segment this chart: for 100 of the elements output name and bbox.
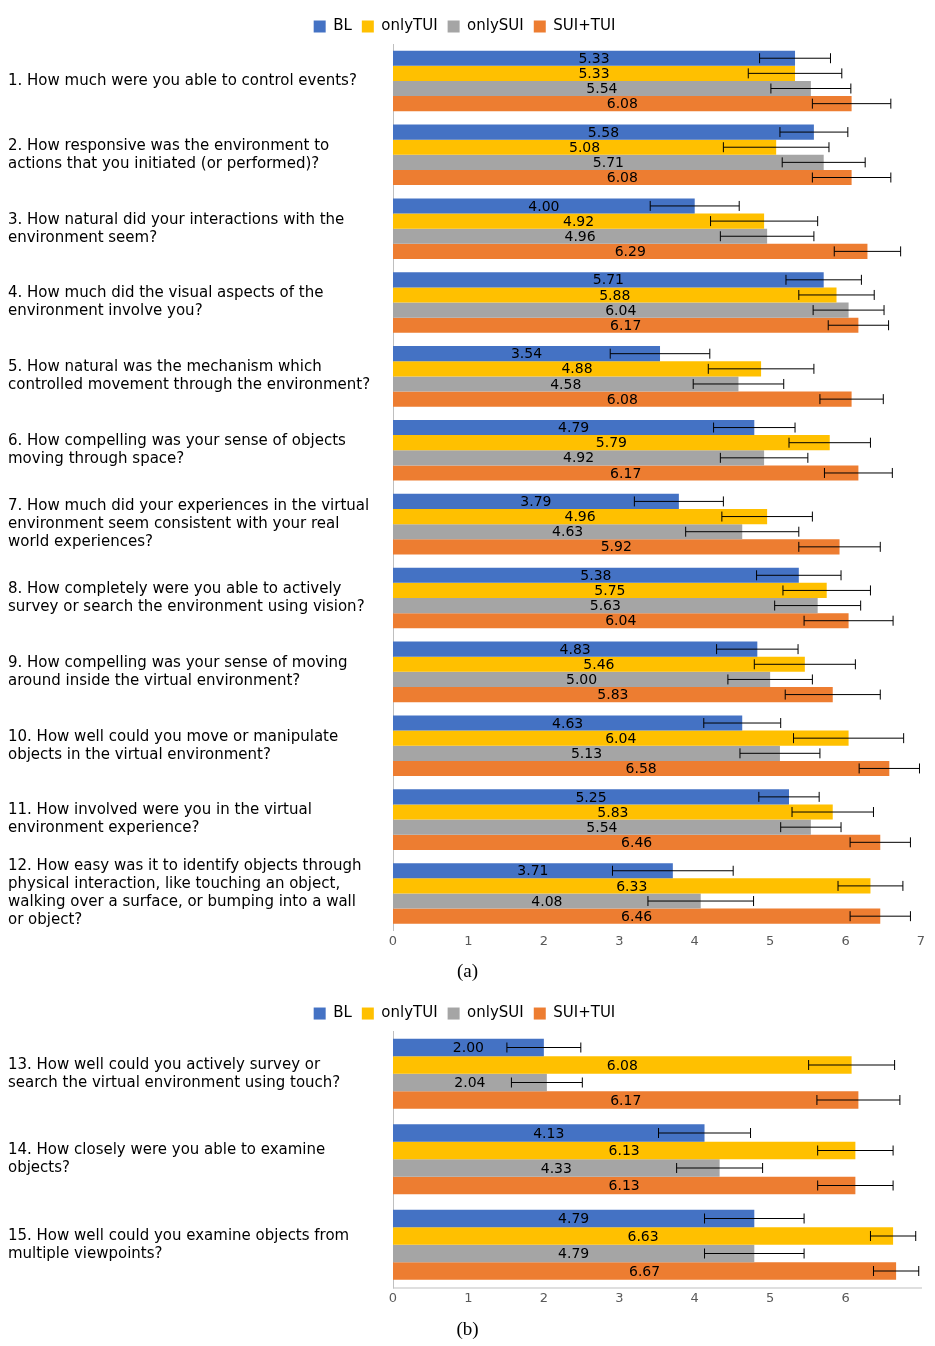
bar — [393, 376, 739, 392]
data-label: 5.33 — [578, 49, 610, 66]
bar — [393, 1244, 755, 1263]
bar — [393, 1124, 705, 1142]
data-label: 5.71 — [592, 271, 624, 288]
legend-label: SUI+TUI — [553, 1003, 616, 1022]
data-label: 5.71 — [592, 154, 624, 171]
data-label: 3.71 — [517, 862, 549, 879]
bar — [393, 671, 771, 688]
legend-label: BL — [333, 16, 353, 35]
y-tick-label: 13. How well could you actively survey or search the virtual environment using touch? — [8, 1054, 341, 1091]
y-tick-label: 1. How much were you able to control events? — [8, 70, 357, 89]
data-label: 6.04 — [605, 612, 637, 629]
data-label: 4.00 — [528, 197, 560, 214]
bar — [393, 524, 743, 540]
data-label: 6.33 — [616, 877, 648, 894]
data-label: 2.04 — [454, 1074, 486, 1091]
data-label: 2.00 — [452, 1039, 484, 1056]
data-label: 4.96 — [564, 227, 596, 244]
bar — [393, 760, 890, 777]
bar — [393, 391, 852, 407]
x-tick-label: 1 — [464, 932, 473, 948]
bar — [393, 80, 811, 97]
data-label: 4.79 — [558, 1210, 590, 1227]
bar — [393, 834, 881, 850]
bar — [393, 213, 765, 229]
bar — [393, 1209, 755, 1228]
x-tick-label: 5 — [766, 1289, 775, 1305]
data-label: 5.75 — [594, 582, 626, 599]
data-label: 5.58 — [587, 123, 620, 140]
y-tick-label: 6. How compelling was your sense of objects moving through space? — [8, 431, 347, 468]
bar — [393, 863, 673, 879]
data-label: 6.63 — [627, 1227, 659, 1244]
y-tick-label: 9. How compelling was your sense of moving around inside the virtual environment? — [8, 652, 348, 689]
bar — [393, 450, 765, 466]
legend-label: SUI+TUI — [553, 16, 616, 35]
x-tick-label: 6 — [841, 932, 850, 948]
x-tick-label: 4 — [690, 932, 699, 948]
bar — [393, 1227, 894, 1245]
data-label: 3.79 — [520, 493, 552, 510]
x-tick-label: 5 — [766, 932, 775, 948]
bar — [393, 361, 762, 377]
data-label: 6.13 — [608, 1177, 640, 1194]
x-tick-label: 6 — [841, 1289, 850, 1305]
data-label: 5.63 — [589, 597, 621, 614]
bar — [393, 1141, 856, 1160]
data-label: 6.17 — [610, 316, 642, 333]
bar — [393, 582, 827, 598]
bar — [393, 908, 881, 924]
bar — [393, 96, 852, 112]
bar — [393, 124, 814, 140]
bar — [393, 1091, 859, 1109]
bar — [393, 287, 837, 303]
data-label: 6.08 — [606, 1056, 638, 1073]
bar — [393, 302, 849, 318]
data-label: 4.63 — [552, 714, 584, 731]
data-label: 4.83 — [559, 640, 591, 657]
data-label: 6.67 — [628, 1262, 661, 1279]
data-label: 4.13 — [533, 1124, 565, 1141]
bar — [393, 154, 824, 170]
y-tick-label: 2. How responsive was the environment to actions that you initiated (or performed)? — [8, 135, 330, 172]
bar — [393, 228, 768, 244]
bar — [393, 819, 811, 835]
y-tick-label: 10. How well could you move or manipulate objects in the virtual environment? — [8, 726, 339, 763]
data-label: 4.79 — [558, 1245, 590, 1262]
data-label: 4.58 — [550, 375, 582, 392]
data-label: 5.54 — [586, 80, 618, 97]
data-label: 5.54 — [586, 818, 618, 835]
bar — [393, 613, 849, 629]
bar — [393, 243, 868, 259]
bar — [393, 1073, 547, 1092]
data-label: 5.83 — [597, 686, 629, 703]
data-label: 4.79 — [558, 419, 590, 436]
bar — [393, 317, 859, 333]
legend-label: onlyTUI — [381, 16, 438, 35]
data-label: 6.46 — [621, 907, 653, 924]
y-tick-label: 5. How natural was the mechanism which controlled movement through the environment? — [8, 357, 371, 394]
x-tick-label: 7 — [916, 932, 926, 948]
data-label: 5.25 — [575, 788, 607, 805]
data-label: 6.08 — [606, 169, 638, 186]
bar — [393, 804, 833, 820]
bar — [393, 419, 755, 436]
bar — [393, 715, 743, 731]
bar — [393, 169, 852, 186]
bar — [393, 730, 849, 746]
bar — [393, 893, 701, 909]
data-label: 4.08 — [531, 892, 563, 909]
bar — [393, 50, 796, 66]
legend-label: onlySUI — [467, 1003, 524, 1022]
data-label: 5.46 — [583, 655, 615, 672]
bar — [393, 272, 824, 288]
x-tick-label: 0 — [388, 932, 398, 948]
legend-label: onlyTUI — [381, 1003, 438, 1022]
data-label: 4.33 — [540, 1159, 572, 1176]
bar — [393, 789, 789, 805]
y-tick-label: 11. How involved were you in the virtual environment experience? — [8, 800, 312, 837]
y-tick-label: 8. How completely were you able to actively survey or search the environment using vision? — [8, 578, 365, 615]
bar — [393, 435, 830, 451]
text: (a) — [455, 960, 480, 982]
legend-label: onlySUI — [467, 16, 524, 35]
